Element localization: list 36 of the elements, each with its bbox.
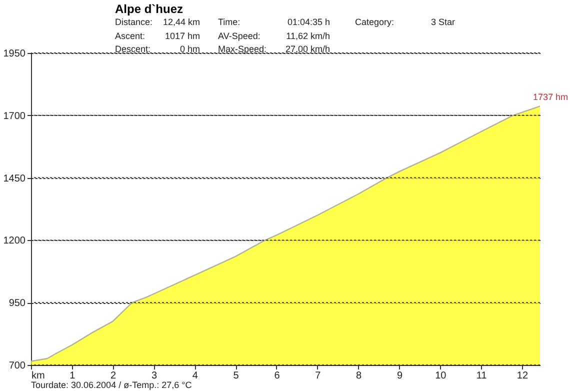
x-tick-label: 6 [274,370,280,382]
x-tick-label: 12 [516,370,528,382]
y-tick-label: 1200 [3,236,26,247]
y-tick-label: 700 [8,360,26,372]
text: AV-Speed: [218,31,260,41]
text: Tourdate: 30.06.2004 / ø-Temp.: 27,6 °C [31,380,192,390]
x-tick-label: 3 [151,370,158,382]
x-tick-label: 2 [110,370,117,382]
text: 11,62 km/h [286,31,330,41]
text: 3 Star [430,17,455,27]
chart-title: Alpe d`huez [115,2,183,16]
annotation: Max-Speed: [218,44,267,54]
x-tick-label: 1 [70,370,76,382]
text: Category: [355,17,394,27]
y-tick-label: 1450 [3,173,26,184]
text: Time: [218,17,240,27]
text: Distance: [115,17,153,27]
y-tick-label: 950 [8,298,26,310]
y-tick-label: 1950 [3,48,26,60]
y-tick-label: 1700 [3,110,26,122]
annotation: 0 hm [180,44,200,54]
text: Ascent: [115,31,146,41]
annotation: 1737 hm [532,92,568,102]
x-tick-label: km [32,370,45,382]
x-tick-label: 9 [396,370,403,382]
x-tick-label: 8 [356,370,362,382]
text: 1017 hm [164,31,200,41]
text: 12,44 km [162,17,200,27]
x-tick-label: 4 [192,370,198,382]
x-tick-label: 7 [315,370,322,382]
x-tick-label: 5 [233,370,240,382]
annotation: 27,00 km/h [285,44,330,54]
text: 01:04:35 h [287,17,330,27]
annotation: Descent: [115,44,151,54]
x-tick-label: 10 [435,370,447,382]
x-tick-label: 11 [476,370,488,382]
